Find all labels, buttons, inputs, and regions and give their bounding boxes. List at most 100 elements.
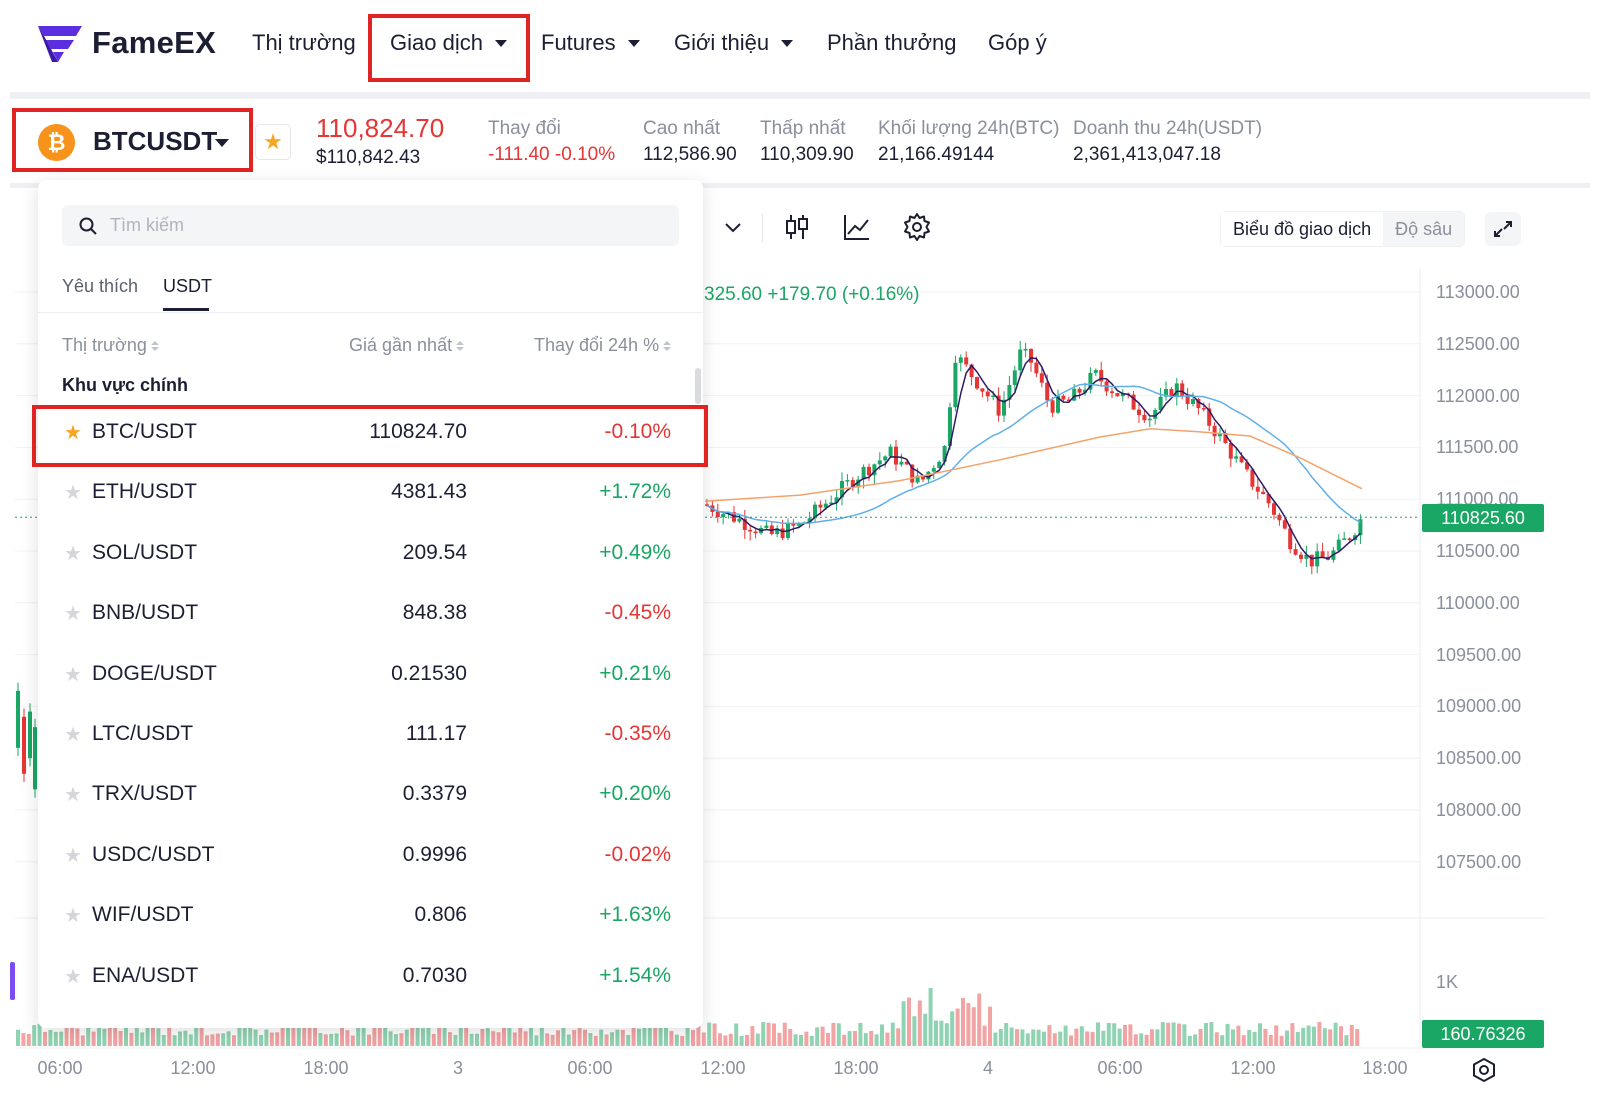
volume-bar [1052, 1033, 1057, 1046]
chevron-down-icon[interactable] [215, 139, 229, 147]
row-price: 0.806 [414, 903, 467, 926]
candle-body [1255, 486, 1260, 492]
x-tick-label: 06:00 [37, 1058, 83, 1078]
search-input[interactable] [110, 215, 610, 236]
volume-bar [653, 1025, 658, 1046]
volume-bar [372, 1023, 377, 1046]
tab-trading-chart[interactable]: Biểu đồ giao dịch [1221, 212, 1384, 246]
volume-bar [707, 1022, 712, 1046]
volume-bar [599, 1029, 604, 1046]
volume-bar [1182, 1024, 1187, 1046]
candle-body [791, 522, 796, 526]
chart-settings-icon[interactable] [1470, 1056, 1498, 1084]
column-header-last-price[interactable]: Giá gần nhất [349, 335, 465, 356]
volume-bar [518, 1026, 523, 1046]
candle-body [1147, 418, 1152, 421]
y-tick-label: 113000.00 [1436, 282, 1520, 302]
row-symbol: BTC/USDT [92, 420, 197, 443]
nav-item-feedback[interactable]: Góp ý [988, 30, 1047, 56]
candle-body [996, 395, 1001, 416]
volume-bar [307, 1022, 312, 1046]
volume-bar [869, 1030, 874, 1046]
indicator-chart-icon[interactable] [842, 212, 872, 242]
tab-usdt[interactable]: USDT [163, 276, 212, 296]
star-icon[interactable]: ★ [64, 905, 82, 927]
volume-bar [820, 1026, 825, 1046]
table-row[interactable]: ★ WIF/USDT 0.806 +1.63% [38, 887, 703, 947]
table-row[interactable]: ★ DOGE/USDT 0.21530 +0.21% [38, 646, 703, 706]
candle-body [748, 529, 753, 532]
row-change: -0.10% [604, 420, 671, 443]
brand-logo[interactable]: FameEX [38, 24, 216, 62]
volume-bar [91, 1031, 96, 1046]
tab-favorites[interactable]: Yêu thích [62, 276, 139, 296]
nav-item-rewards[interactable]: Phần thưởng [827, 30, 956, 56]
chevron-down-icon[interactable] [718, 212, 748, 242]
star-icon[interactable]: ★ [64, 482, 82, 504]
candle-body [1045, 382, 1050, 401]
volume-bar [388, 1031, 393, 1046]
volume-bar [912, 1016, 917, 1046]
gear-icon[interactable] [902, 212, 932, 242]
volume-bar [1204, 1023, 1208, 1046]
usd-price: $110,842.43 [316, 147, 421, 168]
nav-item-markets[interactable]: Thị trường [252, 30, 356, 56]
volume-bar [1101, 1030, 1106, 1046]
candle-body [915, 475, 920, 483]
table-row[interactable]: ★ BTC/USDT 110824.70 -0.10% [38, 404, 703, 464]
y-tick-label: 111500.00 [1436, 437, 1519, 458]
star-icon[interactable]: ★ [64, 845, 82, 867]
candle-body [813, 504, 817, 519]
candle-body [1304, 554, 1309, 559]
table-row[interactable]: ★ ETH/USDT 4381.43 +1.72% [38, 464, 703, 524]
fullscreen-button[interactable] [1485, 212, 1521, 246]
table-row[interactable]: ★ LTC/USDT 111.17 -0.35% [38, 706, 703, 766]
star-icon[interactable]: ★ [64, 784, 82, 806]
stat-value-turnover: 2,361,413,047.18 [1073, 144, 1221, 165]
table-row[interactable]: ★ SOL/USDT 209.54 +0.49% [38, 525, 703, 585]
candlestick-icon[interactable] [782, 212, 812, 242]
volume-bar [296, 1027, 301, 1046]
sort-icon [456, 340, 465, 351]
candle-body [33, 727, 37, 790]
volume-bar [880, 1024, 884, 1046]
column-header-change[interactable]: Thay đổi 24h % [534, 335, 672, 356]
volume-bar [291, 1025, 296, 1046]
scrollbar[interactable] [695, 368, 701, 404]
star-icon[interactable]: ★ [64, 724, 82, 746]
volume-bar [280, 1026, 285, 1046]
star-icon[interactable]: ★ [64, 966, 82, 988]
table-row[interactable]: ★ USDC/USDT 0.9996 -0.02% [38, 827, 703, 887]
nav-item-futures[interactable]: Futures [541, 30, 640, 56]
star-icon[interactable]: ★ [64, 543, 82, 565]
row-symbol: USDC/USDT [92, 843, 215, 866]
candle-body [1023, 348, 1028, 351]
volume-bar [637, 1028, 641, 1046]
column-header-market[interactable]: Thị trường [62, 335, 159, 356]
nav-item-trade[interactable]: Giao dịch [390, 30, 507, 56]
volume-bar [485, 1028, 490, 1046]
candle-body [991, 395, 996, 398]
volume-bar [318, 1033, 323, 1046]
star-icon[interactable]: ★ [64, 664, 82, 686]
volume-bar [64, 1025, 69, 1046]
volume-bar [631, 1025, 636, 1046]
pair-selector-label[interactable]: BTCUSDT [93, 126, 218, 156]
divider [38, 312, 703, 313]
star-icon[interactable]: ★ [64, 422, 82, 444]
volume-bar [1150, 1029, 1154, 1046]
table-row[interactable]: ★ ENA/USDT 0.7030 +1.54% [38, 948, 703, 1008]
x-tick-label: 12:00 [170, 1058, 216, 1078]
volume-bar [1133, 1034, 1138, 1046]
candle-body [1083, 389, 1087, 393]
y-tick-label: 108500.00 [1436, 748, 1522, 769]
fameex-logo-icon [38, 26, 82, 62]
tab-depth[interactable]: Độ sâu [1383, 212, 1465, 246]
volume-tag: 160.76326 [1422, 1020, 1544, 1048]
nav-item-about[interactable]: Giới thiệu [674, 30, 794, 56]
favorite-star-button[interactable]: ★ [255, 124, 291, 160]
star-icon[interactable]: ★ [64, 603, 82, 625]
volume-bar [556, 1030, 560, 1046]
table-row[interactable]: ★ BNB/USDT 848.38 -0.45% [38, 585, 703, 645]
table-row[interactable]: ★ TRX/USDT 0.3379 +0.20% [38, 766, 703, 826]
